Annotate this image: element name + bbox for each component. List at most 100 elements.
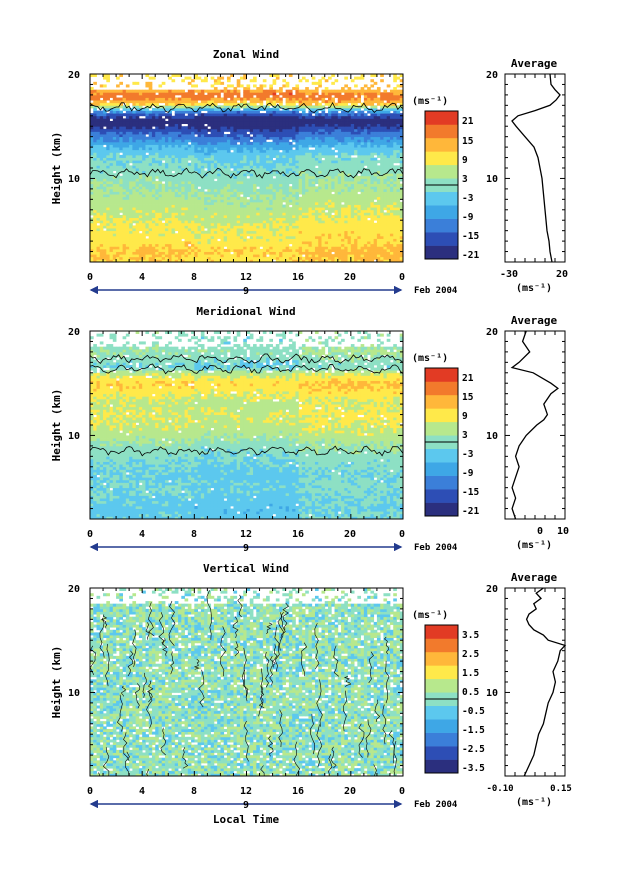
heatmap-cell bbox=[191, 128, 195, 132]
heatmap-cell bbox=[122, 170, 127, 174]
heatmap-cell bbox=[122, 246, 127, 250]
heatmap-cell bbox=[272, 154, 277, 158]
heatmap-cell bbox=[269, 235, 273, 239]
heatmap-cell bbox=[246, 201, 251, 205]
heatmap-cell bbox=[282, 147, 287, 151]
heatmap-cell bbox=[220, 188, 225, 192]
heatmap-cell bbox=[256, 199, 260, 203]
heatmap-cell bbox=[386, 173, 391, 177]
heatmap-cell bbox=[132, 191, 137, 195]
heatmap-cell bbox=[331, 201, 335, 205]
heatmap-cell bbox=[109, 170, 114, 174]
heatmap-cell bbox=[288, 186, 293, 190]
heatmap-cell bbox=[96, 154, 101, 158]
heatmap-cell bbox=[236, 144, 241, 148]
heatmap-cell bbox=[135, 126, 140, 130]
heatmap-cell bbox=[256, 228, 260, 232]
heatmap-cell bbox=[370, 170, 375, 174]
heatmap-cell bbox=[285, 254, 290, 258]
heatmap-cell bbox=[337, 251, 342, 255]
heatmap-cell bbox=[334, 162, 339, 166]
heatmap-cell bbox=[96, 149, 101, 153]
heatmap-cell bbox=[191, 144, 195, 148]
heatmap-cell bbox=[321, 230, 326, 234]
heatmap-cell bbox=[246, 152, 251, 156]
heatmap-cell bbox=[399, 173, 403, 177]
heatmap-cell bbox=[295, 128, 300, 132]
heatmap-cell bbox=[210, 241, 215, 245]
heatmap-cell bbox=[399, 243, 403, 247]
heatmap-cell bbox=[191, 141, 195, 145]
heatmap-cell bbox=[321, 201, 326, 205]
heatmap-cell bbox=[99, 228, 104, 232]
heatmap-cell bbox=[305, 181, 309, 185]
heatmap-cell bbox=[341, 162, 345, 166]
heatmap-cell bbox=[213, 222, 218, 226]
heatmap-cell bbox=[311, 233, 316, 237]
heatmap-cell bbox=[213, 175, 218, 179]
heatmap-cell bbox=[275, 152, 280, 156]
heatmap-cell bbox=[370, 215, 375, 219]
heatmap-cell bbox=[210, 154, 215, 158]
heatmap-cell bbox=[129, 243, 133, 247]
heatmap-cell bbox=[148, 168, 153, 172]
heatmap-cell bbox=[243, 173, 247, 177]
heatmap-cell bbox=[344, 259, 348, 262]
heatmap-cell bbox=[282, 154, 287, 158]
heatmap-cell bbox=[243, 243, 247, 247]
heatmap-cell bbox=[373, 178, 378, 182]
heatmap-cell bbox=[112, 162, 117, 166]
heatmap-cell bbox=[334, 246, 339, 250]
heatmap-cell bbox=[386, 256, 391, 260]
heatmap-cell bbox=[298, 235, 303, 239]
heatmap-cell bbox=[207, 230, 212, 234]
heatmap-cell bbox=[318, 126, 322, 130]
heatmap-cell bbox=[210, 181, 215, 185]
heatmap-cell bbox=[174, 246, 179, 250]
heatmap-cell bbox=[161, 259, 166, 262]
heatmap-cell bbox=[331, 204, 335, 208]
heatmap-cell bbox=[331, 209, 335, 213]
heatmap-cell bbox=[109, 186, 114, 190]
heatmap-cell bbox=[99, 121, 104, 125]
heatmap-cell bbox=[187, 225, 192, 229]
heatmap-cell bbox=[191, 168, 195, 172]
heatmap-cell bbox=[383, 131, 388, 135]
heatmap-cell bbox=[288, 168, 293, 172]
heatmap-cell bbox=[125, 230, 130, 234]
heatmap-cell bbox=[142, 251, 146, 255]
heatmap-cell bbox=[103, 123, 107, 127]
heatmap-cell bbox=[207, 259, 212, 262]
heatmap-cell bbox=[321, 212, 326, 216]
heatmap-cell bbox=[204, 220, 208, 224]
heatmap-cell bbox=[233, 157, 238, 161]
heatmap-cell bbox=[109, 168, 114, 172]
heatmap-cell bbox=[204, 246, 208, 250]
heatmap-cell bbox=[393, 141, 397, 145]
heatmap-cell bbox=[226, 154, 231, 158]
heatmap-cell bbox=[109, 175, 114, 179]
heatmap-cell bbox=[262, 128, 267, 132]
heatmap-cell bbox=[249, 173, 254, 177]
heatmap-cell bbox=[272, 225, 277, 229]
heatmap-cell bbox=[328, 248, 332, 252]
heatmap-cell bbox=[168, 248, 172, 252]
heatmap-cell bbox=[318, 178, 322, 182]
heatmap-cell bbox=[253, 139, 257, 143]
heatmap-cell bbox=[249, 128, 254, 132]
heatmap-cell bbox=[174, 183, 179, 187]
heatmap-cell bbox=[99, 183, 104, 187]
heatmap-cell bbox=[210, 217, 215, 221]
heatmap-cell bbox=[301, 186, 306, 190]
heatmap-cell bbox=[233, 209, 238, 213]
heatmap-cell bbox=[236, 243, 241, 247]
heatmap-cell bbox=[178, 160, 182, 164]
heatmap-cell bbox=[272, 178, 277, 182]
heatmap-cell bbox=[119, 128, 123, 132]
heatmap-cell bbox=[396, 154, 401, 158]
heatmap-cell bbox=[324, 201, 329, 205]
heatmap-cell bbox=[135, 123, 140, 127]
heatmap-cell bbox=[370, 259, 375, 262]
heatmap-cell bbox=[269, 165, 273, 169]
heatmap-cell bbox=[220, 194, 225, 198]
